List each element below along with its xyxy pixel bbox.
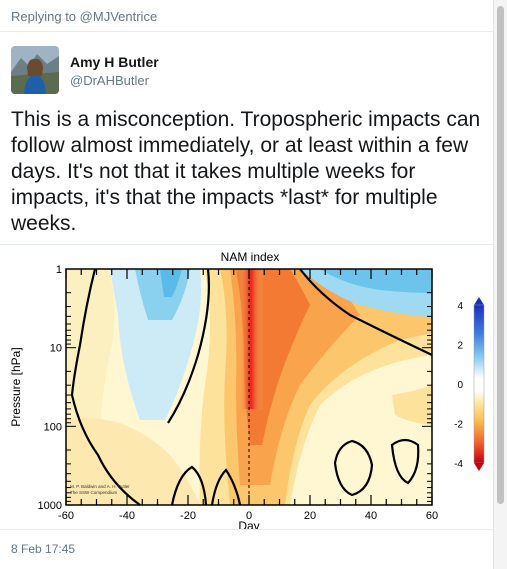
y-tick-label: 10 — [50, 343, 62, 355]
tweet-line: follow almost immediately, or at least w… — [11, 134, 469, 157]
reply-handle-link[interactable]: @MJVentrice — [79, 9, 158, 24]
tweet-media-image[interactable]: NAM index — [0, 244, 493, 530]
author-name[interactable]: Amy H Butler — [70, 54, 159, 70]
avatar[interactable] — [11, 46, 59, 94]
y-tick-label: 100 — [44, 421, 62, 433]
author-handle[interactable]: @DrAHButler — [70, 73, 149, 88]
reply-prefix: Replying to — [11, 9, 77, 24]
x-tick-label: 20 — [304, 510, 316, 522]
contour-lines — [70, 268, 433, 506]
colorbar: 4 2 0 -2 -4 — [454, 297, 485, 471]
reply-context: Replying to @MJVentrice — [0, 0, 493, 32]
colorbar-tick-labels: 4 2 0 -2 -4 — [454, 301, 463, 470]
credit-text: M. P. Baldwin and A. H. Butler — [70, 484, 130, 489]
nam-index-chart: NAM index — [9, 250, 485, 530]
credit-text: The SSW Compendium — [70, 490, 118, 495]
tweet-line: impacts, it's that the impacts *last* fo… — [11, 186, 438, 209]
x-tick-labels: -60 -40 -20 0 20 40 60 — [58, 510, 438, 522]
x-axis-label: Day — [238, 519, 259, 530]
x-tick-label: 0 — [246, 510, 252, 522]
x-tick-label: 60 — [426, 510, 438, 522]
chart-title: NAM index — [221, 250, 280, 264]
tweet-line: weeks. — [11, 212, 77, 235]
x-tick-label: -20 — [180, 510, 196, 522]
y-axis-label: Pressure [hPa] — [9, 347, 23, 426]
colorbar-tick-label: 0 — [457, 380, 463, 391]
x-tick-label: -40 — [119, 510, 135, 522]
tweet-timestamp[interactable]: 8 Feb 17:45 — [11, 542, 76, 556]
x-tick-label: -60 — [58, 510, 74, 522]
tweet-line: days. It's not that it takes multiple we… — [11, 160, 416, 183]
axis-ticks — [65, 268, 433, 505]
scrollbar-thumb[interactable] — [497, 6, 504, 504]
colorbar-tick-label: 4 — [457, 301, 463, 312]
y-tick-labels: 1 10 100 1000 — [38, 264, 62, 512]
x-tick-label: 40 — [365, 510, 377, 522]
y-tick-label: 1000 — [38, 500, 62, 512]
scrollbar[interactable] — [493, 0, 507, 569]
colorbar-tick-label: -2 — [454, 420, 463, 431]
tweet-line: This is a misconception. Tropospheric im… — [11, 108, 481, 131]
tweet-text: This is a misconception. Tropospheric im… — [11, 107, 489, 237]
colorbar-tick-label: 2 — [457, 341, 463, 352]
y-tick-label: 1 — [56, 264, 62, 276]
colorbar-tick-label: -4 — [454, 459, 463, 470]
